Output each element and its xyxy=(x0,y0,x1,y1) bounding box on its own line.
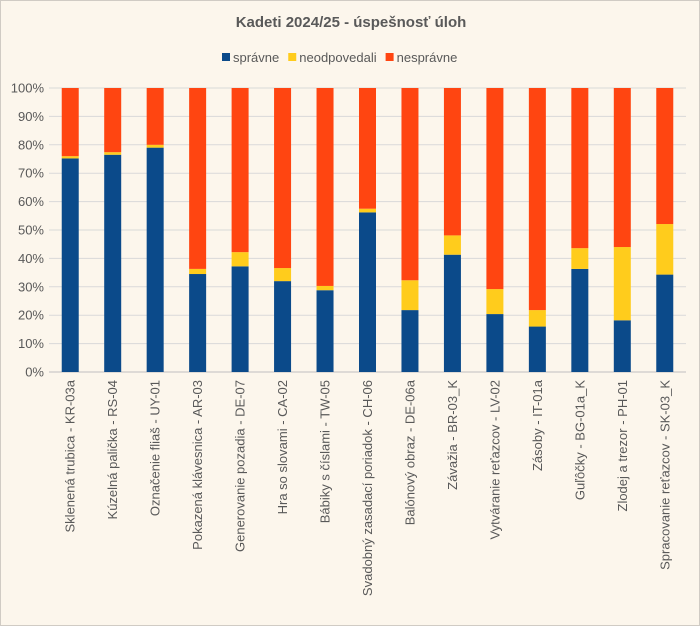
bar-segment xyxy=(61,156,79,159)
bar-segment xyxy=(571,248,589,269)
x-tick-label: Hra so slovami - CA-02 xyxy=(275,380,290,514)
bar-segment xyxy=(528,310,546,327)
bar-segment xyxy=(146,147,164,372)
x-tick-label: Generovanie pozadia - DE-07 xyxy=(233,380,248,552)
legend-label: správne xyxy=(233,50,279,65)
y-tick-label: 50% xyxy=(18,223,44,238)
legend-label: neodpovedali xyxy=(299,50,376,65)
bar-segment xyxy=(528,326,546,372)
y-tick-label: 100% xyxy=(11,81,45,96)
bar-segment xyxy=(189,274,207,372)
bar-segment xyxy=(189,268,207,275)
bar-segment xyxy=(274,88,292,269)
bar-segment xyxy=(104,152,122,155)
bar-segment xyxy=(316,290,334,372)
bar-segment xyxy=(443,235,461,255)
y-tick-label: 40% xyxy=(18,251,44,266)
bar-segment xyxy=(231,266,249,372)
legend-swatch xyxy=(222,53,230,61)
bar-segment xyxy=(443,254,461,372)
bar-segment xyxy=(401,88,419,281)
bar-segment xyxy=(613,88,631,248)
x-tick-label: Označenie fliaš - UY-01 xyxy=(148,380,163,516)
legend-swatch xyxy=(385,53,394,61)
x-tick-label: Pokazená klávesnica - AR-03 xyxy=(190,380,205,550)
x-tick-label: Spracovanie reťazcov - SK-03_K xyxy=(657,380,672,570)
bar-segment xyxy=(656,88,674,225)
bar-segment xyxy=(359,208,376,213)
y-tick-label: 90% xyxy=(18,109,44,124)
bar-segment xyxy=(146,88,164,145)
y-tick-label: 0% xyxy=(25,365,44,380)
bar-segment xyxy=(571,268,589,372)
bar-segment xyxy=(486,289,504,315)
bar-segment xyxy=(486,314,504,372)
bar-segment xyxy=(231,252,249,267)
x-tick-label: Zlodej a trezor - PH-01 xyxy=(615,380,630,512)
legend: správne neodpovedali nesprávne xyxy=(222,50,457,65)
bar-segment xyxy=(486,88,504,290)
bar-segment xyxy=(656,224,674,275)
bar-segment xyxy=(528,88,546,311)
y-axis: 0% 10% 20% 30% 40% 50% 60% 70% 80% 90% 100% xyxy=(11,81,45,380)
bar-segment xyxy=(274,281,292,372)
bars xyxy=(61,88,674,372)
bar-segment xyxy=(146,144,164,148)
bar-segment xyxy=(571,88,589,249)
y-tick-label: 60% xyxy=(18,194,44,209)
chart-title: Kadeti 2024/25 - úspešnosť úloh xyxy=(236,14,467,31)
bar-segment xyxy=(274,268,292,282)
legend-swatch xyxy=(288,53,297,61)
legend-label: nesprávne xyxy=(397,50,458,65)
y-tick-label: 80% xyxy=(18,137,44,152)
x-tick-label: Závažia - BR-03_K xyxy=(445,380,460,490)
y-tick-label: 30% xyxy=(18,279,44,294)
bar-segment xyxy=(104,88,122,153)
y-tick-label: 20% xyxy=(18,308,44,323)
bar-segment xyxy=(231,88,249,253)
bar-segment xyxy=(61,88,79,157)
x-axis: Sklenená trubica - KR-03a Kúzelná palička… xyxy=(63,379,673,596)
x-tick-label: Zásoby - IT-01a xyxy=(530,379,545,471)
x-tick-label: Balónový obraz - DE-06a xyxy=(402,379,417,525)
bar-segment xyxy=(401,280,419,311)
bar-segment xyxy=(443,88,461,236)
bar-segment xyxy=(61,158,79,372)
bar-segment xyxy=(656,274,674,372)
bar-segment xyxy=(104,154,122,372)
bar-segment xyxy=(359,88,376,209)
bar-segment xyxy=(613,320,631,372)
bar-segment xyxy=(189,88,207,269)
x-tick-label: Vytváranie reťazcov - LV-02 xyxy=(487,380,502,540)
bar-segment xyxy=(359,212,376,372)
x-tick-label: Bábiky s číslami - TW-05 xyxy=(318,380,333,523)
x-tick-label: Kúzelná palička - RS-04 xyxy=(105,380,120,519)
bar-segment xyxy=(401,310,419,372)
x-tick-label: Sklenená trubica - KR-03a xyxy=(63,379,78,532)
x-tick-label: Svadobný zasadací poriadok - CH-06 xyxy=(360,380,375,596)
y-tick-label: 70% xyxy=(18,166,44,181)
bar-segment xyxy=(613,247,631,321)
bar-segment xyxy=(316,88,334,286)
y-tick-label: 10% xyxy=(18,336,44,351)
bar-segment xyxy=(316,285,334,291)
x-tick-label: Guľôčky - BG-01a_K xyxy=(572,380,587,500)
